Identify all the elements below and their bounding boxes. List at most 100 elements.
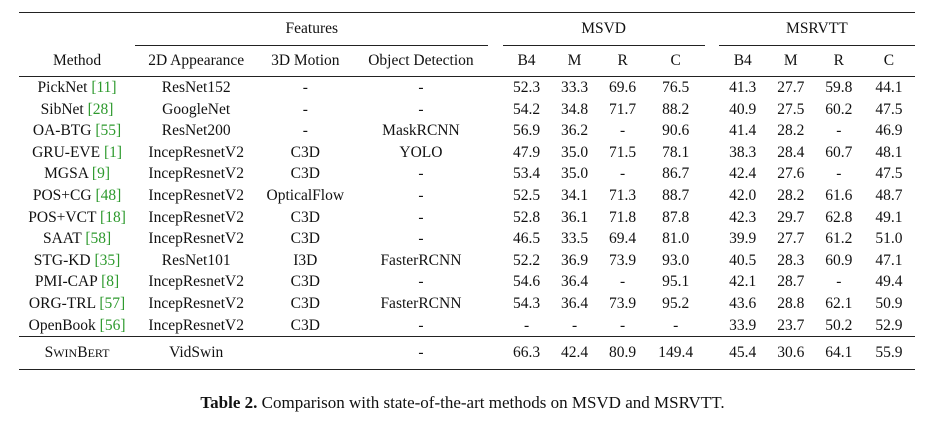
msvd-b4-cell: 54.3	[512, 294, 541, 312]
msvd-r-cell: -	[620, 122, 626, 140]
msvd-m-cell: 36.2	[561, 122, 589, 140]
msvd-m-cell: 35.0	[561, 143, 589, 161]
msvd-m-cell: 33.5	[561, 230, 589, 248]
table-row: GRU-EVE [1] IncepResnetV2 C3D YOLO 47.9 35.0 7…	[19, 142, 915, 164]
detection-cell: -	[418, 230, 424, 248]
table-caption: Table 2. Comparison with state-of-the-ar…	[0, 393, 925, 413]
swinbert-method-cell: SWINBERT	[44, 344, 110, 362]
citation-link[interactable]: [57]	[99, 294, 126, 312]
table-row: OpenBook [56] IncepResnetV2 C3D - - - - - 33.9 23…	[19, 315, 915, 337]
method-cell: PMI-CAP [8]	[19, 271, 135, 293]
msrvtt-m-cell: 27.6	[777, 165, 805, 183]
msrvtt-m-cell: 28.3	[777, 251, 805, 269]
method-cell: PickNet [11]	[19, 77, 135, 99]
swinbert-motion-cell	[257, 337, 353, 370]
msvd-r-cell: -	[620, 165, 626, 183]
method-cell: MGSA [9]	[19, 163, 135, 185]
msrvtt-c-cell: 49.1	[875, 208, 903, 226]
swinbert-row: SWINBERT VidSwin - 66.3 42.4 80.9 149.4 …	[19, 337, 915, 370]
detection-cell: -	[418, 208, 424, 226]
msvd-b4-cell: 54.2	[512, 100, 541, 118]
msrvtt-r-cell: 62.8	[825, 208, 853, 226]
spacer-cell	[488, 315, 502, 337]
msrvtt-b4-cell: 42.0	[729, 187, 757, 205]
method-name: PickNet	[37, 79, 88, 97]
msrvtt-c-cell: 48.7	[875, 187, 903, 205]
method-name: STG-KD	[33, 251, 91, 269]
msrvtt-b4-cell: 43.6	[729, 294, 757, 312]
detection-cell: FasterRCNN	[380, 251, 462, 269]
msvd-b4-cell: 47.9	[512, 143, 541, 161]
msrvtt-b4-cell: 40.9	[729, 100, 757, 118]
swinbert-msrvtt-m: 30.6	[777, 344, 805, 362]
spacer-cell	[705, 142, 719, 164]
msrvtt-b4-cell: 40.5	[729, 251, 757, 269]
msrvtt-c-cell: 47.5	[875, 165, 903, 183]
msvd-b4-cell: 52.3	[512, 79, 541, 97]
appearance-cell: IncepResnetV2	[148, 294, 244, 312]
motion-cell: C3D	[290, 165, 320, 183]
swinbert-msvd-r: 80.9	[609, 344, 637, 362]
msrvtt-m-cell: 28.8	[777, 294, 805, 312]
msvd-c-cell: 87.8	[662, 208, 690, 226]
swinbert-appearance-cell: VidSwin	[169, 344, 224, 362]
swinbert-msvd-c: 149.4	[658, 344, 694, 362]
msvd-r-cell: 71.5	[609, 143, 637, 161]
method-cell: STG-KD [35]	[19, 250, 135, 272]
citation-link[interactable]: [28]	[87, 100, 114, 118]
msvd-b4-cell: 52.8	[512, 208, 541, 226]
msvd-c-cell: 88.2	[662, 100, 690, 118]
msvd-m-cell: 34.8	[561, 100, 589, 118]
citation-link[interactable]: [56]	[99, 316, 126, 334]
method-name: POS+CG	[32, 187, 92, 205]
table-row: SAAT [58] IncepResnetV2 C3D - 46.5 33.5 69.4 81…	[19, 228, 915, 250]
msvd-b4-cell: 53.4	[512, 165, 541, 183]
table-row: SibNet [28] GoogleNet - - 54.2 34.8 71.7 88.2 40…	[19, 99, 915, 121]
citation-link[interactable]: [48]	[95, 187, 122, 205]
caption-label: Table 2.	[200, 393, 258, 412]
swinbert-msrvtt-c: 55.9	[875, 344, 903, 362]
msrvtt-m-cell: 28.4	[777, 143, 805, 161]
msvd-c-cell: 93.0	[662, 251, 690, 269]
spacer-cell	[488, 293, 502, 315]
spacer-cell	[705, 185, 719, 207]
table-body: PickNet [11] ResNet152 - - 52.3 33.3 69.6 76.5 4…	[19, 77, 915, 337]
msrvtt-r-cell: 60.7	[825, 143, 853, 161]
msrvtt-r-cell: 50.2	[825, 316, 853, 334]
msrvtt-c-cell: 52.9	[875, 316, 903, 334]
swinbert-msrvtt-b4: 45.4	[729, 344, 757, 362]
detection-cell: -	[418, 100, 424, 118]
citation-link[interactable]: [55]	[95, 122, 122, 140]
appearance-column-header: 2D Appearance	[148, 52, 245, 70]
method-cell: SAAT [58]	[19, 228, 135, 250]
group-header-row: Features MSVD MSRVTT	[19, 13, 915, 46]
spacer-cell	[705, 120, 719, 142]
spacer-cell	[705, 271, 719, 293]
citation-link[interactable]: [11]	[91, 79, 117, 97]
msrvtt-m-cell: 28.7	[777, 273, 805, 291]
msrvtt-m-cell: 27.7	[777, 79, 805, 97]
method-cell: ORG-TRL [57]	[19, 293, 135, 315]
method-name: OpenBook	[28, 316, 96, 334]
msvd-c-cell: 95.1	[662, 273, 690, 291]
msrvtt-r-cell: -	[836, 122, 842, 140]
method-cell: POS+VCT [18]	[19, 207, 135, 229]
msrvtt-c-cell: 44.1	[875, 79, 903, 97]
msrvtt-r-cell: 60.2	[825, 100, 853, 118]
column-header-row: Method 2D Appearance 3D Motion Object De…	[19, 46, 915, 77]
msrvtt-r-cell: -	[836, 165, 842, 183]
citation-link[interactable]: [9]	[91, 165, 110, 183]
msvd-b4-cell: 52.5	[512, 187, 541, 205]
detection-cell: -	[418, 187, 424, 205]
motion-column-header: 3D Motion	[271, 52, 340, 70]
citation-link[interactable]: [35]	[94, 251, 121, 269]
spacer-cell	[488, 228, 502, 250]
citation-link[interactable]: [58]	[85, 230, 112, 248]
motion-cell: C3D	[290, 230, 320, 248]
detection-cell: -	[418, 165, 424, 183]
citation-link[interactable]: [8]	[101, 273, 120, 291]
msvd-c-cell: 76.5	[662, 79, 690, 97]
citation-link[interactable]: [18]	[100, 208, 126, 226]
citation-link[interactable]: [1]	[103, 143, 123, 161]
spacer-cell	[488, 185, 502, 207]
